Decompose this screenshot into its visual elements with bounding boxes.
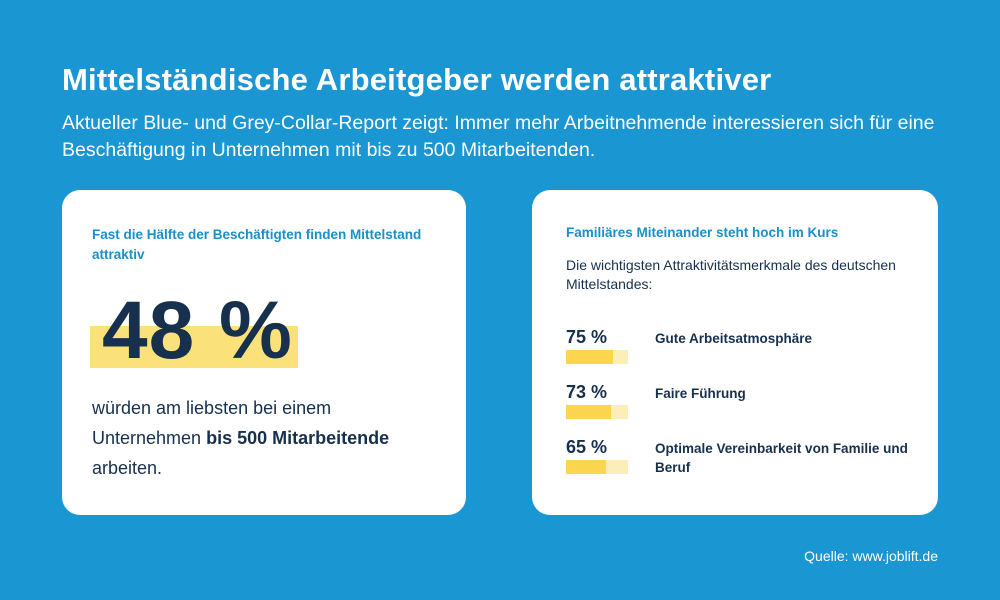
description-line-3: arbeiten. — [92, 458, 163, 478]
bar-category-label: Faire Führung — [655, 386, 746, 401]
page-subtitle: Aktueller Blue- und Grey-Collar-Report z… — [62, 112, 935, 161]
bar-row: 75 % Gute Arbeitsatmosphäre — [566, 326, 916, 376]
bar-fill — [566, 460, 607, 474]
bar-category-label: Gute Arbeitsatmosphäre — [655, 331, 813, 346]
page-title: Mittelständische Arbeitgeber werden attr… — [62, 62, 772, 97]
bar-fill — [566, 350, 613, 364]
bar-value-label: 75 % — [566, 327, 608, 347]
bar-track — [566, 460, 628, 474]
big-value-description: würden am liebsten bei einem Unternehmen… — [92, 393, 452, 483]
bar-row: 65 % Optimale Vereinbarkeit von Familie … — [566, 436, 916, 486]
description-line-2: Unternehmen — [92, 428, 207, 448]
bar-category-label: Optimale Vereinbarkeit von Familie und B… — [655, 441, 908, 475]
right-card-heading: Familiäres Miteinander steht hoch im Kur… — [566, 225, 839, 240]
big-value-highlight — [90, 326, 298, 368]
bar-fill — [566, 405, 612, 419]
bar-value-label: 73 % — [566, 382, 608, 402]
source-credit: Quelle: www.joblift.de — [804, 548, 938, 564]
right-card-intro: Die wichtigsten Attraktivitätsmerkmale d… — [566, 257, 896, 292]
bar-track — [566, 405, 628, 419]
bar-track — [566, 350, 628, 364]
bar-row: 73 % Faire Führung — [566, 381, 916, 431]
left-stat-card: Fast die Hälfte der Beschäftigten finden… — [62, 190, 466, 515]
bar-value-label: 65 % — [566, 437, 608, 457]
big-value: 48 % — [102, 285, 293, 376]
description-line-1: würden am liebsten bei einem — [92, 398, 332, 418]
left-card-heading: Fast die Hälfte der Beschäftigten finden… — [92, 227, 422, 262]
right-chart-card: Familiäres Miteinander steht hoch im Kur… — [532, 190, 938, 515]
description-line-2-bold: bis 500 Mitarbeitende — [206, 428, 390, 448]
